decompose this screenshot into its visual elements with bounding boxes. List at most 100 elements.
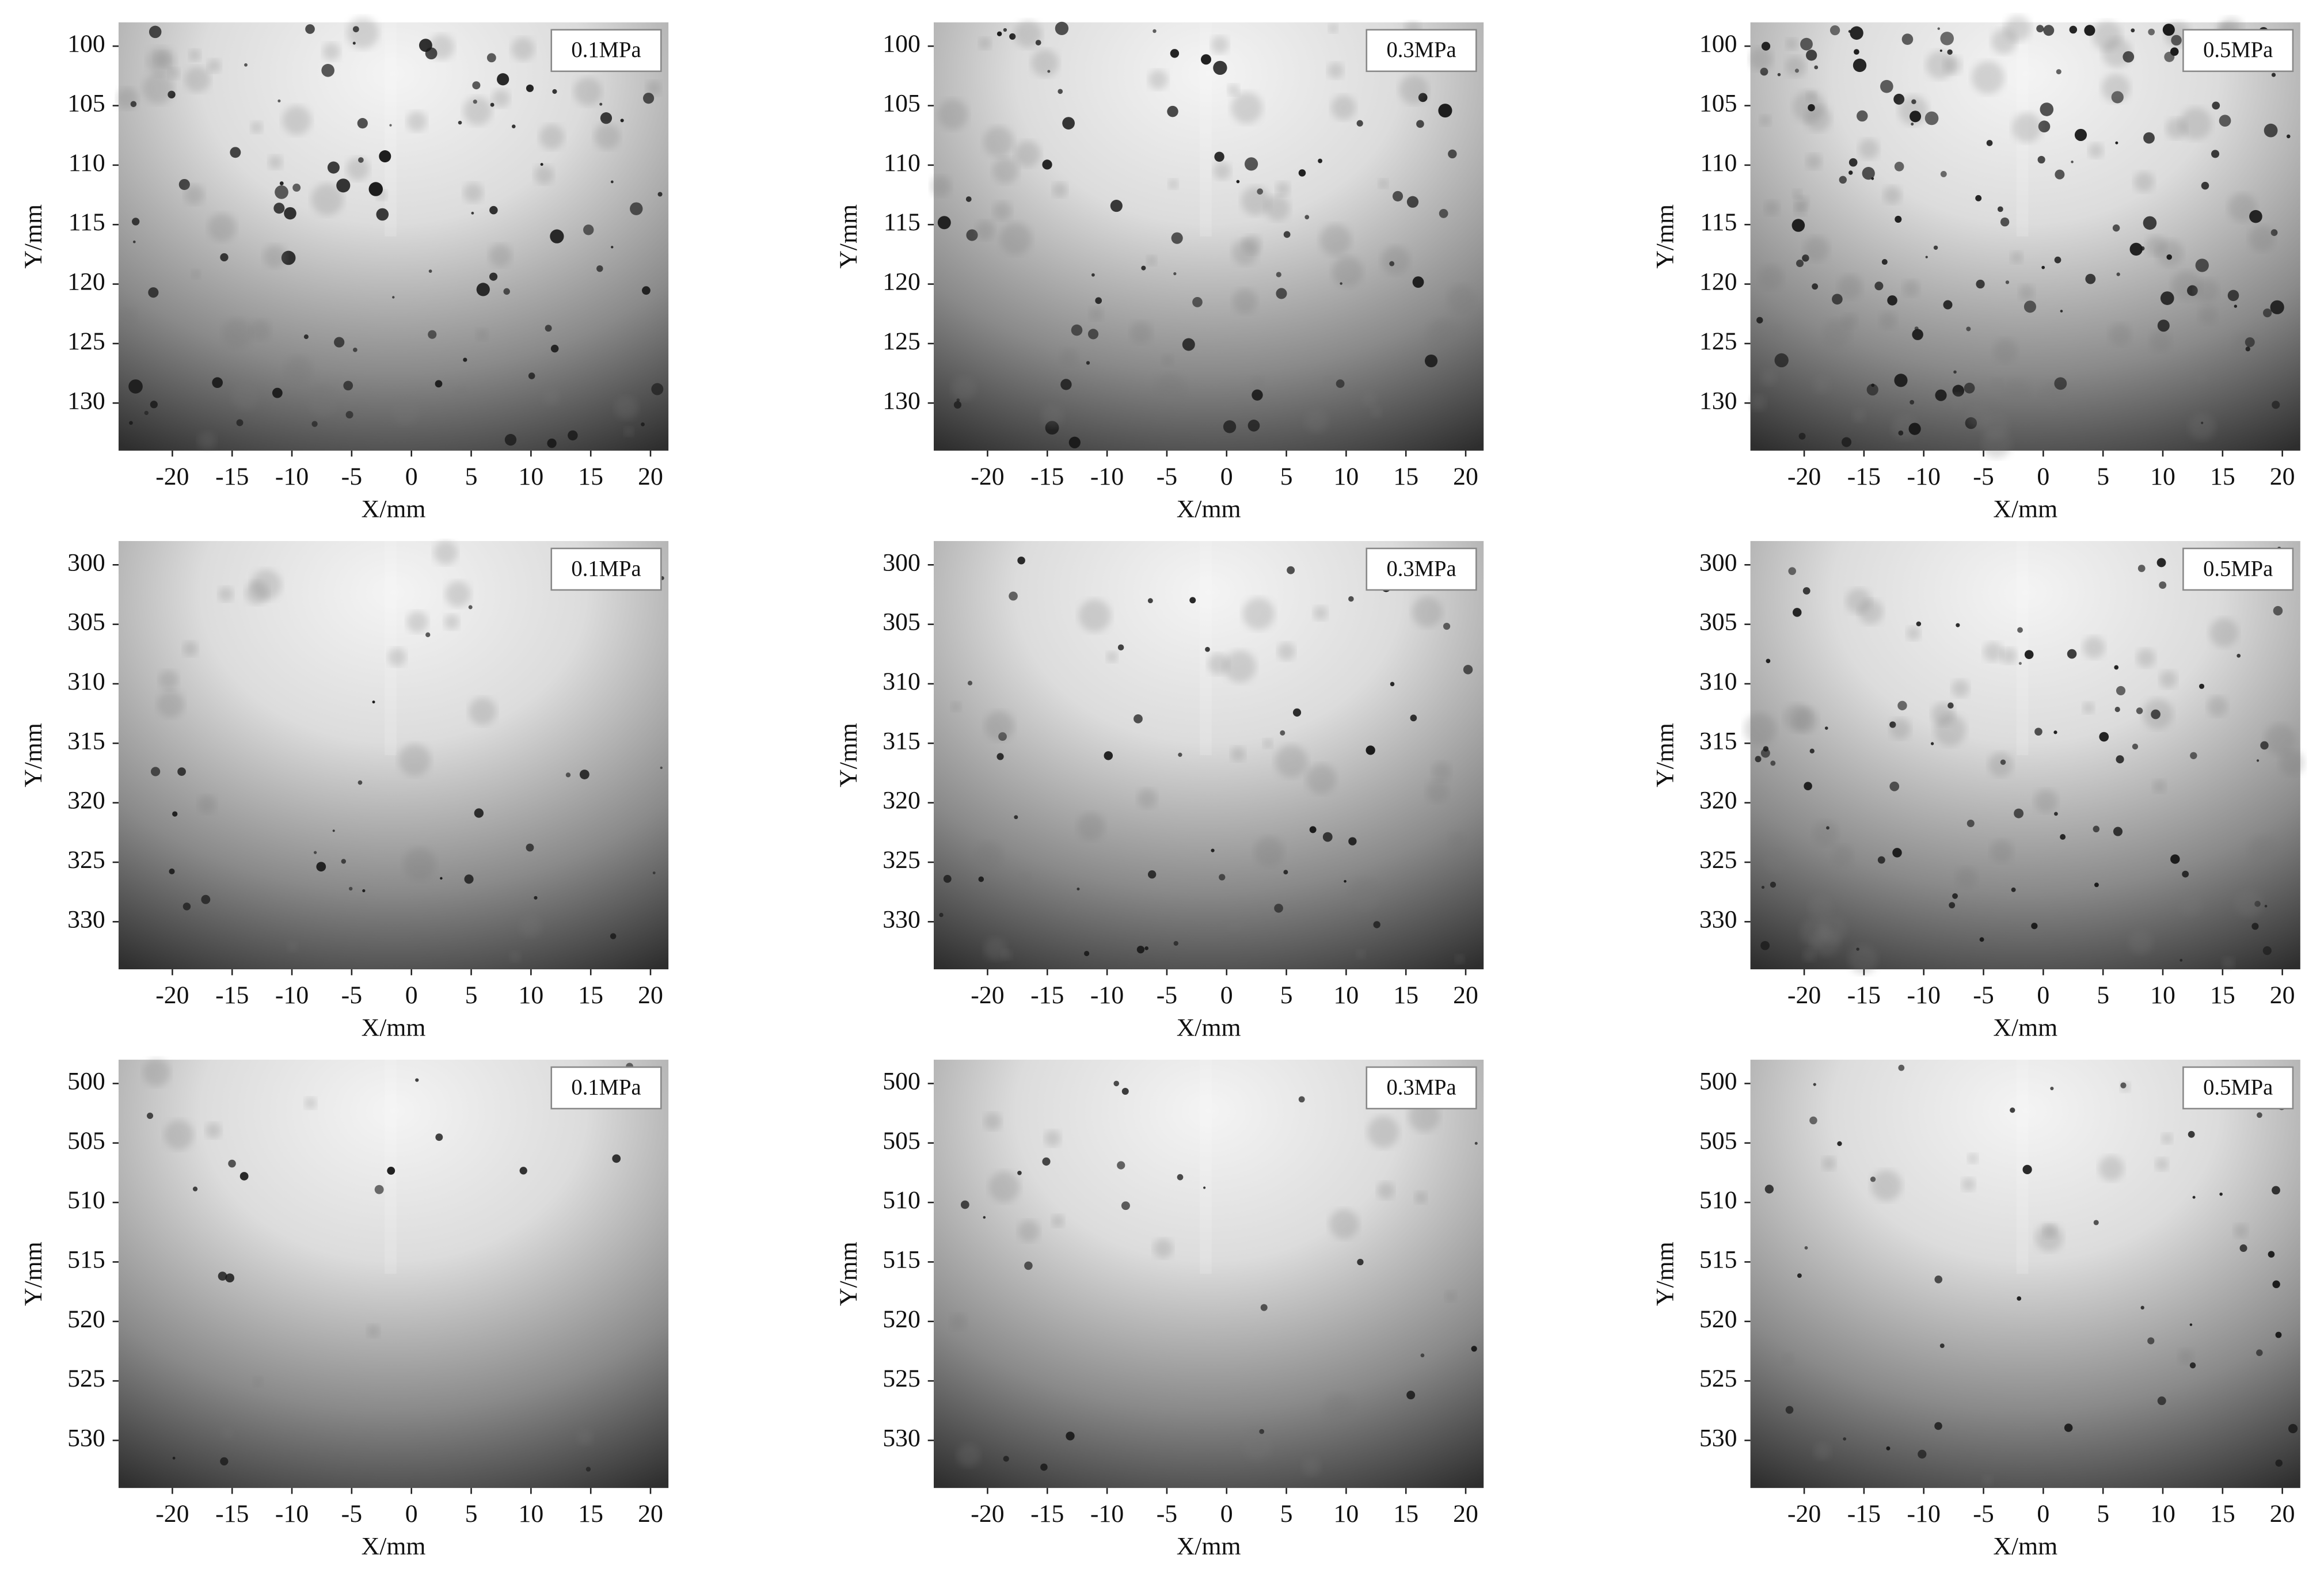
bubble bbox=[1824, 726, 1828, 730]
bubble bbox=[1848, 945, 1878, 974]
bubble bbox=[1173, 941, 1178, 946]
y-tick-label: 505 bbox=[883, 1127, 921, 1155]
bubble bbox=[1205, 646, 1210, 652]
x-tick-label: -5 bbox=[1973, 463, 1994, 490]
x-tick-label: 5 bbox=[465, 981, 478, 1009]
bubble bbox=[2060, 310, 2063, 313]
label-box bbox=[2182, 29, 2294, 73]
bubble bbox=[1414, 1191, 1427, 1204]
bubble bbox=[1328, 62, 1344, 79]
bubble bbox=[1130, 321, 1153, 344]
bubble bbox=[1764, 1185, 1774, 1194]
x-tick-label: 5 bbox=[1280, 1500, 1293, 1528]
bubble bbox=[1802, 587, 1810, 595]
bubble bbox=[236, 419, 244, 427]
bubble bbox=[2159, 581, 2167, 589]
bubble bbox=[1031, 49, 1059, 77]
bubble bbox=[2114, 665, 2119, 670]
bubble bbox=[2088, 143, 2104, 158]
bubble bbox=[984, 937, 1007, 961]
bubble bbox=[2189, 1323, 2193, 1326]
y-tick-label: 305 bbox=[67, 608, 105, 636]
bubble bbox=[2023, 300, 2036, 313]
bubble bbox=[454, 387, 468, 401]
y-tick-label: 315 bbox=[1699, 727, 1737, 755]
bubble bbox=[497, 73, 509, 86]
y-axis-label: Y/mm bbox=[1651, 723, 1679, 787]
x-tick-label: -10 bbox=[1907, 463, 1941, 490]
bubble bbox=[594, 123, 620, 150]
x-tick-label: -5 bbox=[1157, 463, 1177, 490]
bubble bbox=[2099, 732, 2109, 742]
bubble bbox=[272, 387, 283, 398]
bubble bbox=[1357, 1258, 1364, 1266]
bubble bbox=[1940, 32, 1954, 45]
bubble bbox=[2180, 958, 2183, 962]
photo-background bbox=[934, 540, 1484, 970]
bubble bbox=[1760, 369, 1777, 386]
bubble bbox=[277, 99, 281, 102]
x-tick-label: -10 bbox=[1090, 463, 1124, 490]
bubble bbox=[2012, 113, 2042, 143]
bubble bbox=[642, 93, 655, 104]
bubble bbox=[2264, 905, 2268, 908]
bubble bbox=[182, 903, 191, 911]
bubble bbox=[1373, 921, 1380, 928]
bubble bbox=[966, 229, 978, 241]
bubble bbox=[1121, 1201, 1130, 1210]
bubble bbox=[1177, 1174, 1184, 1181]
bubble bbox=[1322, 832, 1333, 842]
bubble bbox=[1381, 246, 1410, 275]
bubble bbox=[177, 767, 186, 776]
bubble bbox=[957, 1444, 980, 1467]
bubble bbox=[341, 859, 347, 864]
bubble bbox=[1292, 708, 1302, 717]
y-tick-label: 320 bbox=[883, 787, 921, 814]
bubble bbox=[1798, 432, 1806, 440]
y-tick-label: 125 bbox=[883, 328, 921, 355]
bubble bbox=[2014, 808, 2024, 818]
bubble bbox=[953, 401, 962, 409]
x-tick-label: 5 bbox=[2097, 463, 2109, 490]
y-tick-label: 315 bbox=[883, 727, 921, 755]
x-tick-label: 0 bbox=[1220, 463, 1233, 490]
photo-streak bbox=[385, 22, 397, 237]
bubble bbox=[1792, 608, 1802, 617]
x-tick-label: -10 bbox=[1090, 1500, 1124, 1528]
bubble bbox=[2113, 827, 2123, 836]
bubble bbox=[1806, 50, 1817, 61]
bubble bbox=[1822, 1156, 1836, 1171]
bubble bbox=[1813, 1083, 1816, 1086]
x-tick-label: -5 bbox=[1973, 981, 1994, 1009]
bubble bbox=[984, 1113, 1002, 1130]
bubble bbox=[1979, 937, 1984, 942]
panel: 0.3MPa -20 -15 -10 -5 0 5 10 15 20 300 305 310 315 320… bbox=[835, 540, 1484, 1042]
bubble bbox=[1378, 178, 1389, 189]
bubble bbox=[2137, 565, 2146, 572]
bubble bbox=[1804, 782, 1812, 790]
bubble bbox=[2156, 558, 2166, 568]
bubble bbox=[444, 614, 459, 630]
bubble bbox=[2245, 347, 2250, 352]
bubble bbox=[2194, 279, 2219, 303]
bubble bbox=[1003, 28, 1007, 32]
bubble bbox=[651, 383, 664, 395]
bubble bbox=[2152, 779, 2166, 793]
bubble bbox=[489, 272, 498, 281]
bubble bbox=[2024, 650, 2034, 659]
pressure-label: 0.5MPa bbox=[2203, 557, 2273, 581]
bubble bbox=[1117, 644, 1124, 650]
bubble bbox=[1275, 745, 1308, 778]
x-tick-label: 0 bbox=[405, 1500, 418, 1528]
bubble bbox=[960, 1200, 969, 1209]
label-box bbox=[2182, 1066, 2294, 1110]
bubble bbox=[1952, 679, 1969, 698]
bubble bbox=[1968, 1153, 1978, 1164]
bubble bbox=[1813, 821, 1838, 846]
x-tick-label: 5 bbox=[1280, 981, 1293, 1009]
bubble bbox=[1263, 738, 1273, 748]
bubble bbox=[120, 308, 136, 325]
bubble bbox=[221, 1427, 233, 1440]
bubble bbox=[2249, 836, 2279, 866]
x-tick-label: -15 bbox=[1030, 463, 1064, 490]
